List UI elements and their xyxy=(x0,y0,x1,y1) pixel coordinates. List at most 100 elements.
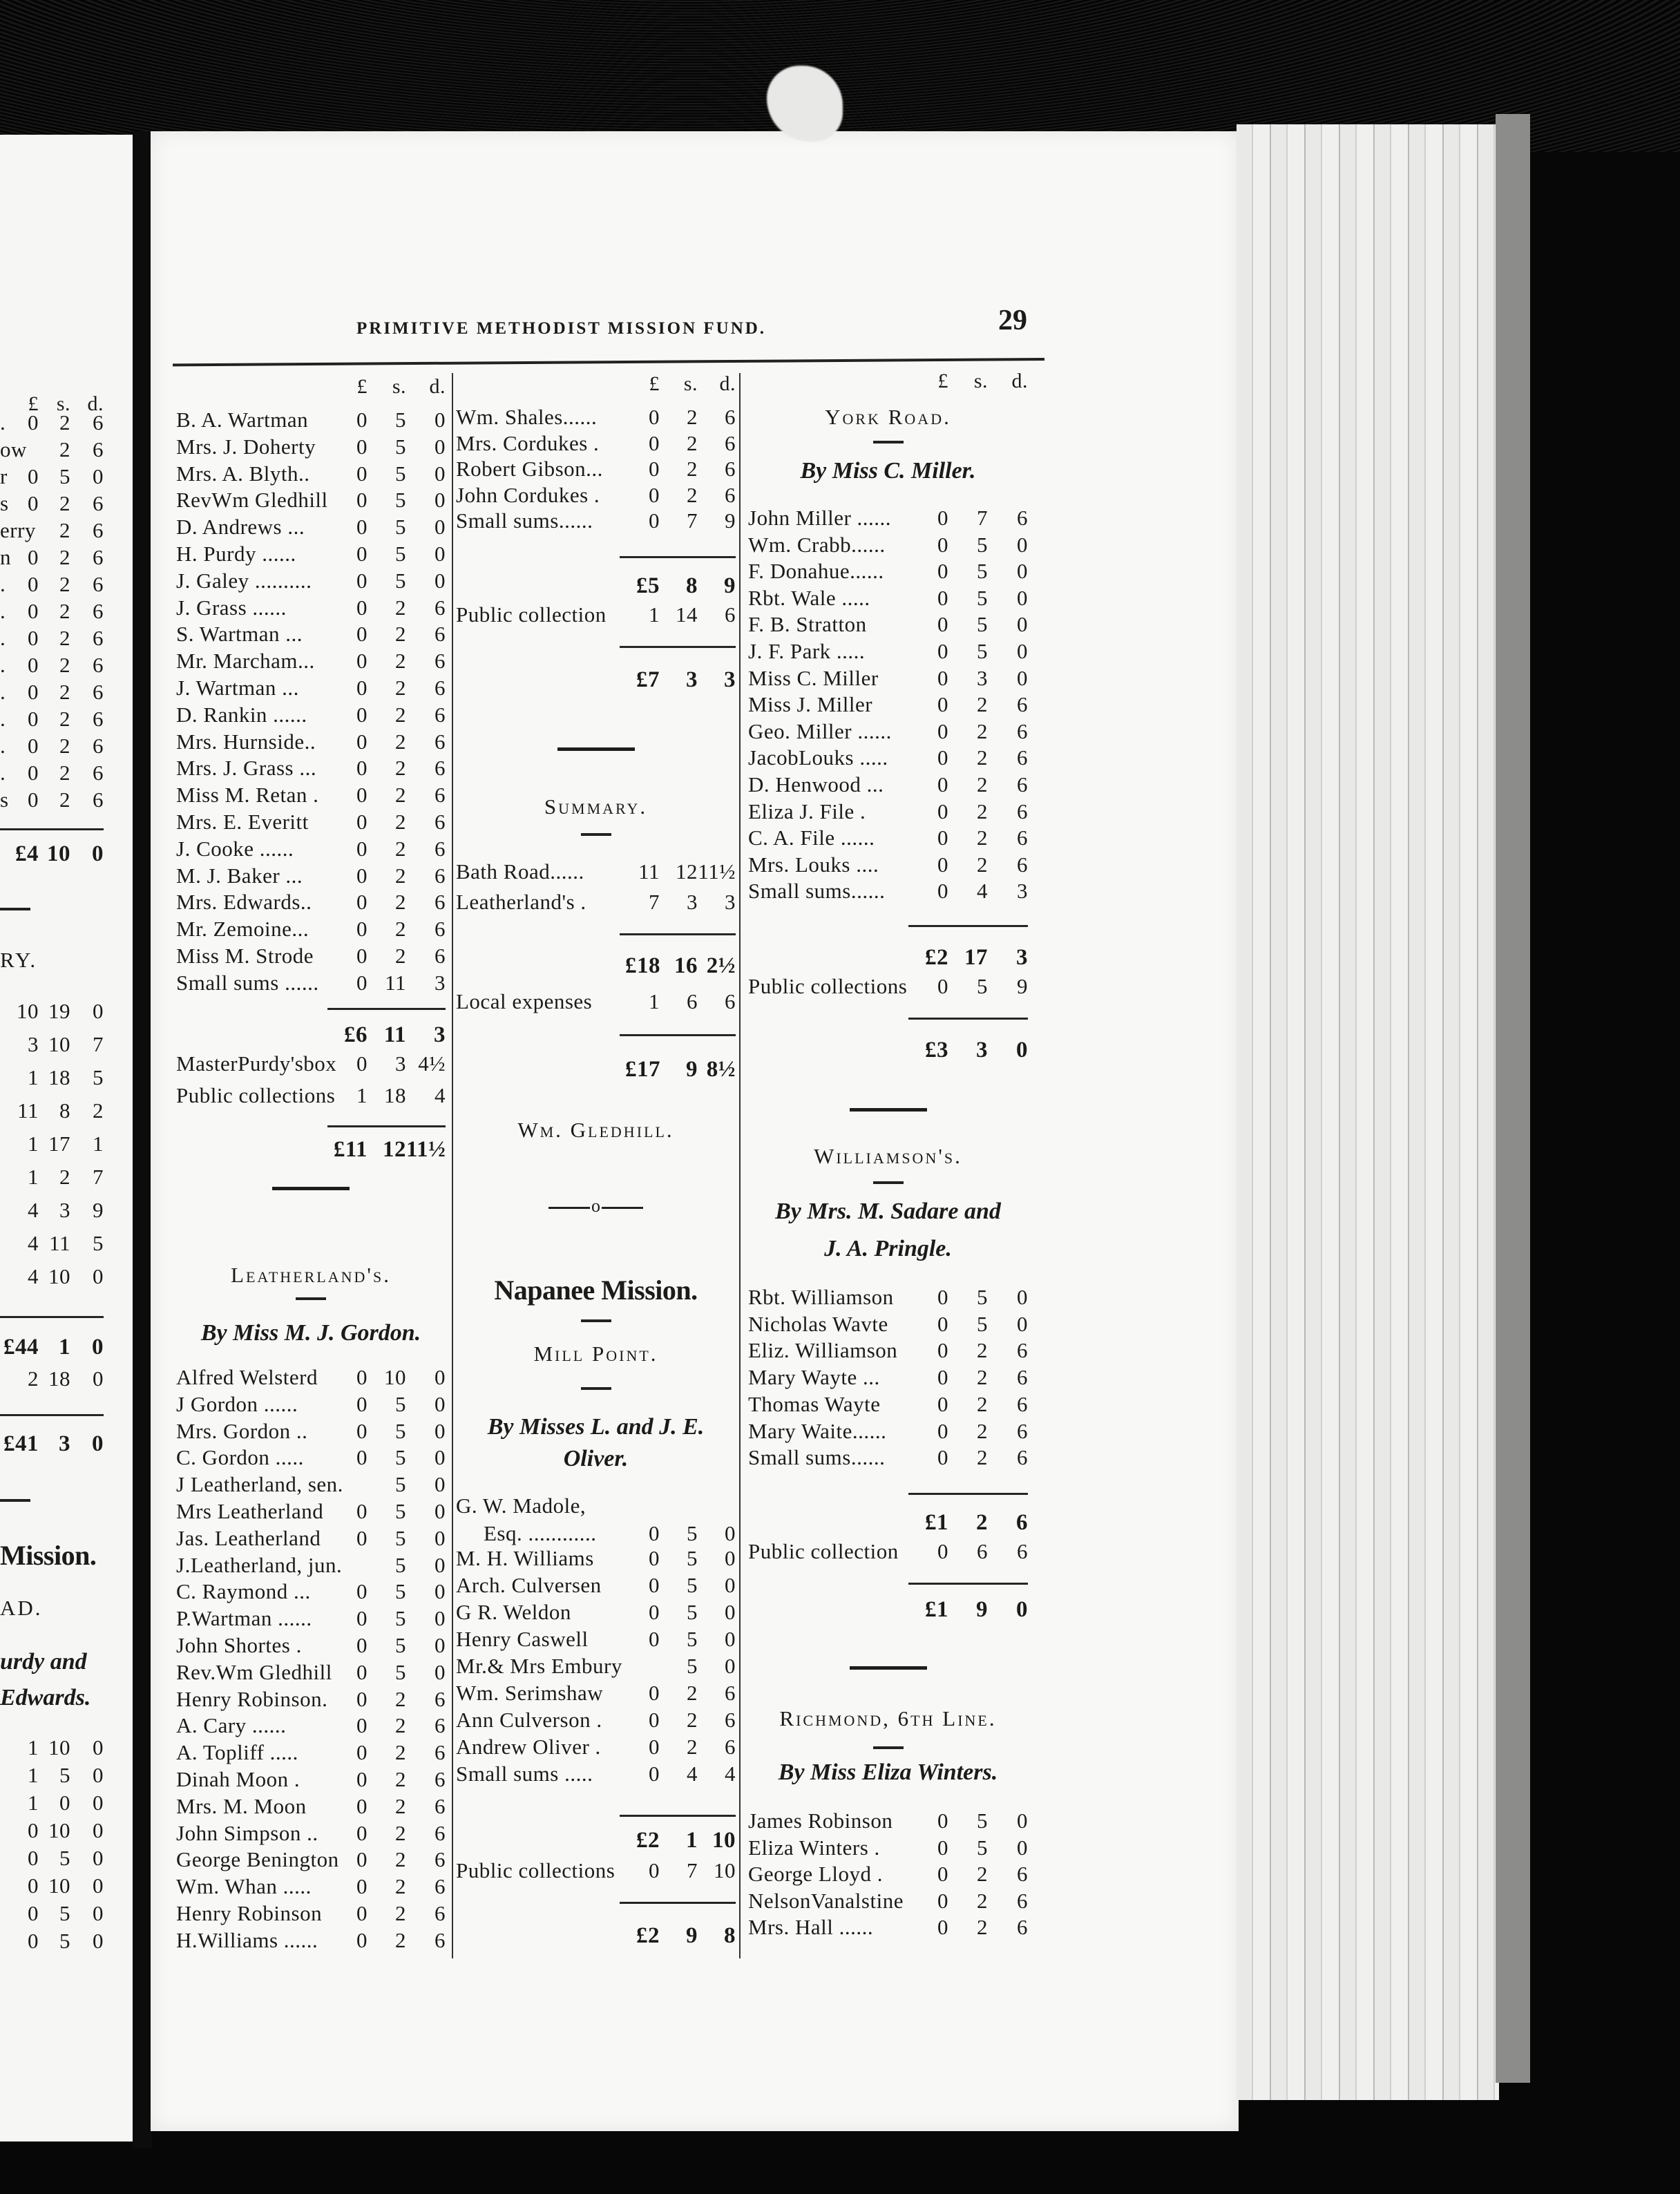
shillings-value: 2 xyxy=(977,1365,988,1390)
pounds-value: 0 xyxy=(937,1915,948,1939)
entry-name: J. Galey .......... xyxy=(176,568,312,593)
pounds-value: 3 xyxy=(28,1032,39,1056)
entry-name: Bath Road...... xyxy=(456,859,584,884)
entry-row: Wm. Crabb...... 0 5 0 xyxy=(748,531,1028,559)
pence-value: 0 xyxy=(93,1791,104,1815)
pence-value: 0 xyxy=(92,841,104,866)
pounds-value: £2 xyxy=(925,945,948,970)
total-row: £4 10 0 xyxy=(0,840,104,868)
pounds-value: 0 xyxy=(649,1681,660,1705)
pence-value: 6 xyxy=(435,1820,446,1845)
section-heading: Richmond, 6th Line. xyxy=(779,1706,997,1730)
entry-name: MasterPurdy'sbox xyxy=(176,1051,337,1076)
total-row: £18 16 2½ xyxy=(456,952,736,980)
shillings-value: 5 xyxy=(977,532,988,557)
shillings-value: 2 xyxy=(59,518,70,542)
shillings-value: 5 xyxy=(687,1654,698,1678)
entry-name: J.Leatherland, jun. xyxy=(176,1552,343,1577)
pounds-value: 0 xyxy=(356,1901,368,1925)
pence-value: 0 xyxy=(435,1391,446,1416)
shillings-value: 5 xyxy=(395,1579,406,1604)
pence-value: 0 xyxy=(93,1264,104,1288)
total-row: £1 2 6 xyxy=(748,1509,1028,1536)
section-separator xyxy=(849,1107,927,1112)
entry-name: Henry Caswell xyxy=(456,1627,589,1651)
pounds-value: 0 xyxy=(356,917,368,942)
entry-row: Ann Culverson . 0 2 6 xyxy=(456,1706,736,1734)
ledger-column: £ s. d. Wm. Shales...... 0 2 6 Mrs. Cordukes . 0… xyxy=(456,0,736,2194)
pence-value: 9 xyxy=(1017,974,1028,998)
pounds-value: £11 xyxy=(333,1137,368,1162)
torn-paper-fragment xyxy=(767,66,843,142)
pounds-value: 0 xyxy=(356,1793,368,1818)
pence-value: 6 xyxy=(93,545,104,569)
pence-value: 0 xyxy=(93,1818,104,1842)
pounds-value: 0 xyxy=(937,745,948,770)
entry-row: JacobLouks ..... 0 2 6 xyxy=(748,744,1028,772)
entry-row: C. A. File ...... 0 2 6 xyxy=(748,824,1028,852)
shillings-value: 2 xyxy=(395,622,406,647)
pence-value: 6 xyxy=(725,430,736,455)
entry-name: James Robinson xyxy=(748,1809,893,1833)
pence-value: 2 xyxy=(93,1098,104,1123)
entry-row: 2 18 0 xyxy=(0,1365,104,1393)
entry-name: Eliz. Williamson xyxy=(748,1338,898,1363)
entry-name: J Leatherland, sen. xyxy=(176,1472,343,1497)
pence-value: 6 xyxy=(1017,1915,1028,1939)
shillings-value: 2 xyxy=(395,756,406,781)
entry-row: Mrs. E. Everitt 0 2 6 xyxy=(176,808,446,836)
short-dash xyxy=(872,1746,904,1749)
entry-name: George Lloyd . xyxy=(748,1862,883,1886)
shillings-value: 3 xyxy=(59,1431,70,1456)
entry-name: Mrs. Edwards.. xyxy=(176,890,312,915)
entry-row: Public collection 1 14 6 xyxy=(456,601,736,629)
pence-value: 3 xyxy=(1017,879,1028,904)
pence-value: 6 xyxy=(1017,826,1028,850)
entry-row: B. A. Wartman 0 5 0 xyxy=(176,406,446,434)
entry-row: NelsonVanalstine 0 2 6 xyxy=(748,1887,1028,1915)
shillings-value: 11 xyxy=(385,970,406,995)
pounds-value: 0 xyxy=(356,1659,368,1684)
pounds-value: £1 xyxy=(925,1597,948,1622)
entry-name: Miss J. Miller xyxy=(748,692,873,717)
pounds-value: 0 xyxy=(937,1445,948,1470)
entry-name: Geo. Miller ...... xyxy=(748,718,892,743)
pounds-value: 1 xyxy=(649,989,660,1013)
pounds-value: 0 xyxy=(356,515,368,540)
shillings-value: 2 xyxy=(977,852,988,877)
entry-name: M. J. Baker ... xyxy=(176,863,303,888)
pence-value: 6 xyxy=(435,595,446,620)
pence-value: 0 xyxy=(725,1573,736,1597)
short-dash xyxy=(580,1387,611,1390)
pounds-value: 0 xyxy=(356,810,368,834)
entry-name: . xyxy=(0,410,6,435)
section-heading: York Road. xyxy=(825,405,951,429)
pounds-value: 1 xyxy=(28,1065,39,1089)
pounds-value: 0 xyxy=(356,461,368,486)
pence-value: 6 xyxy=(435,917,446,942)
entry-name: Mary Wayte ... xyxy=(748,1365,880,1390)
entry-row: Mr. Zemoine... 0 2 6 xyxy=(176,915,446,943)
entry-row: Small sums...... 0 7 9 xyxy=(456,507,736,535)
entry-row: ow 2 6 xyxy=(0,436,104,464)
entry-row: Thomas Wayte 0 2 6 xyxy=(748,1391,1028,1418)
pounds-value: 0 xyxy=(937,692,948,717)
shillings-value: 5 xyxy=(59,1763,70,1787)
ledger-column-fragment: £ s. d.. 0 2 6 ow 2 6 r 0 5 0 s 0 2 6 erry 2 6 n 0 2 6. 0 2 6. 0 2 6.… xyxy=(0,0,104,2194)
section-heading: Mill Point. xyxy=(533,1342,658,1366)
entry-name: H.Williams ...... xyxy=(176,1927,318,1952)
pence-value: 6 xyxy=(725,405,736,429)
shillings-value: 2 xyxy=(59,680,70,704)
pounds-value: 0 xyxy=(356,1927,368,1952)
total-row: £41 3 0 xyxy=(0,1430,104,1458)
sum-rule xyxy=(0,1315,104,1318)
pounds-value: 0 xyxy=(356,836,368,861)
pence-value: 8½ xyxy=(706,1057,736,1082)
collector-byline: Edwards. xyxy=(0,1685,91,1710)
shillings-value: 2 xyxy=(59,572,70,596)
pounds-value: 0 xyxy=(937,1285,948,1309)
